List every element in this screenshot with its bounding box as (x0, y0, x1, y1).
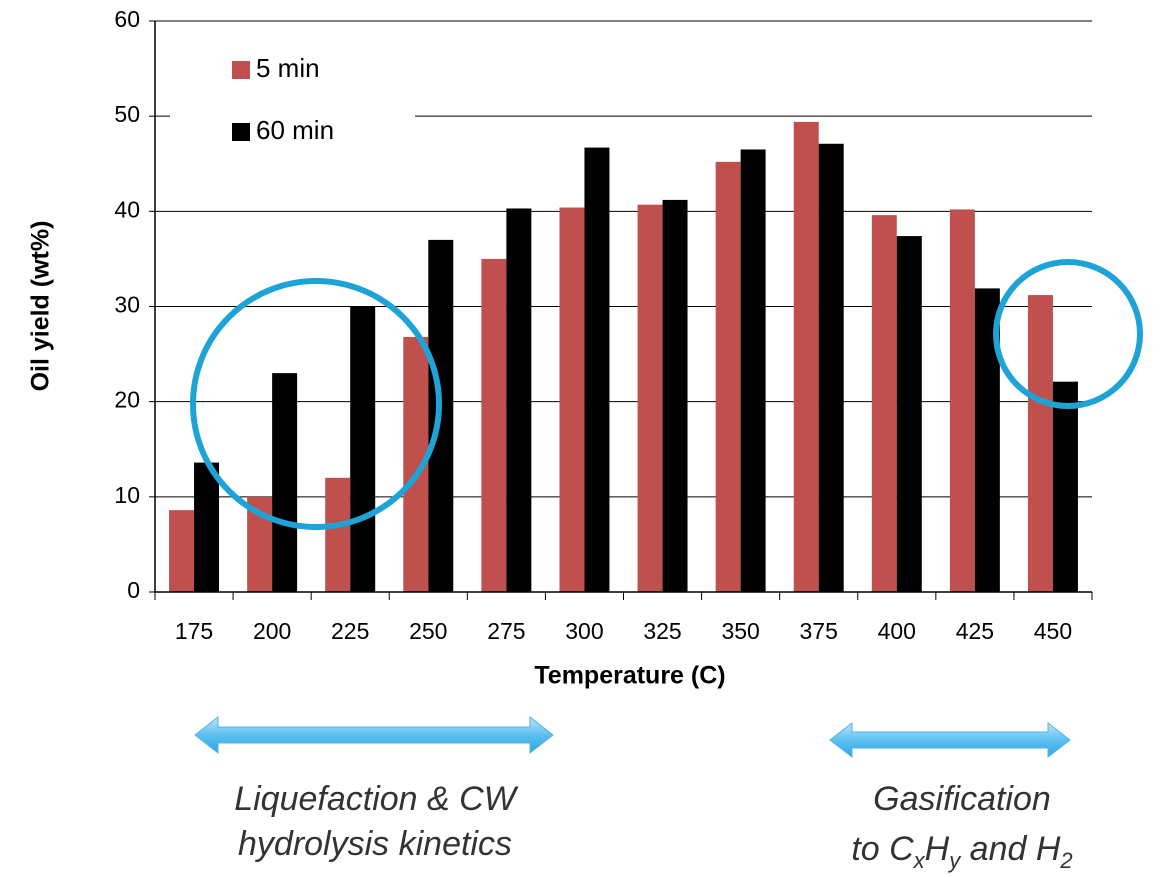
x-tick-label: 175 (175, 618, 213, 644)
x-tick-label: 225 (331, 618, 369, 644)
legend-label: 60 min (256, 115, 334, 145)
y-axis-title: Oil yield (wt%) (27, 221, 55, 392)
y-tick-label: 30 (114, 292, 140, 318)
y-tick-label: 50 (114, 101, 140, 127)
bar (637, 204, 663, 592)
bar (272, 373, 298, 592)
annotation-text: to C (851, 830, 914, 868)
highlight-circle (190, 278, 442, 530)
y-tick-label: 10 (114, 482, 140, 508)
annotation-text: Gasification (873, 780, 1051, 818)
bar (793, 121, 819, 593)
bar (715, 161, 741, 592)
x-tick-label: 250 (409, 618, 447, 644)
x-tick-label: 425 (956, 618, 994, 644)
y-tick-label: 0 (127, 577, 140, 603)
y-tick-label: 40 (114, 196, 140, 222)
bar (584, 147, 610, 593)
bar (169, 510, 195, 592)
x-tick-label: 325 (643, 618, 681, 644)
annotation-text: x (913, 848, 926, 873)
annotation-text: 2 (1059, 848, 1072, 873)
bar (481, 258, 507, 592)
bar (194, 462, 220, 592)
annotation: hydrolysis kinetics (238, 825, 512, 863)
range-arrow (829, 721, 1071, 759)
bar (325, 477, 351, 592)
annotation: to CxHy and H2 (851, 830, 1072, 873)
bar (662, 199, 688, 592)
y-tick-label: 60 (114, 6, 140, 32)
annotation-text: and H (960, 830, 1061, 868)
annotation-text: y (947, 848, 962, 873)
x-tick-label: 200 (253, 618, 291, 644)
highlight-circle (993, 259, 1143, 409)
bar (1027, 295, 1053, 592)
bar (559, 207, 585, 592)
range-arrow (194, 715, 554, 755)
x-tick-label: 375 (800, 618, 838, 644)
bar (1052, 381, 1078, 592)
annotation: Gasification (873, 780, 1051, 818)
bar (896, 236, 922, 592)
annotation-text: hydrolysis kinetics (238, 825, 512, 863)
bar (350, 306, 376, 592)
x-tick-label: 450 (1034, 618, 1072, 644)
x-tick-label: 300 (565, 618, 603, 644)
legend-background (170, 40, 415, 162)
legend-swatch (232, 61, 250, 79)
x-tick-label: 400 (878, 618, 916, 644)
x-tick-label: 275 (487, 618, 525, 644)
y-tick-label: 20 (114, 387, 140, 413)
x-tick-label: 350 (721, 618, 759, 644)
bar (506, 208, 532, 592)
bar (949, 209, 975, 592)
annotation-text: Liquefaction & CW (234, 780, 518, 818)
annotation-text: H (925, 830, 950, 868)
annotation: Liquefaction & CW (234, 780, 518, 818)
x-axis-title: Temperature (C) (534, 662, 725, 690)
legend-label: 5 min (256, 53, 320, 83)
bar (818, 143, 844, 592)
bar (740, 149, 766, 592)
legend-swatch (232, 123, 250, 141)
bar (871, 215, 897, 592)
